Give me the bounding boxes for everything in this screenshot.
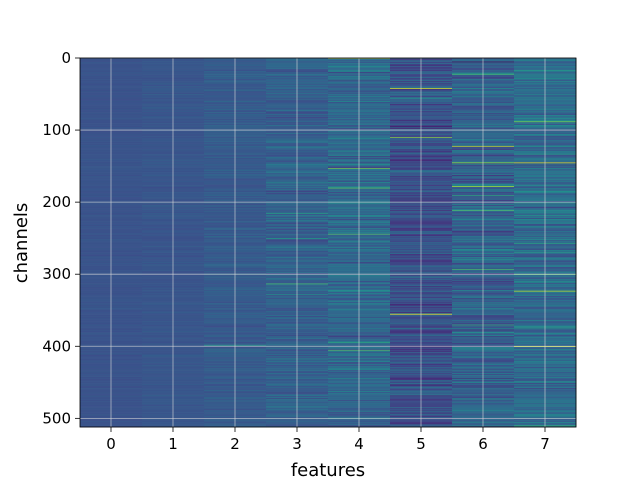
x-axis-label: features — [291, 460, 365, 480]
x-tick-label: 3 — [292, 435, 302, 453]
x-tick-label: 7 — [540, 435, 550, 453]
heatmap-cells — [80, 58, 577, 428]
y-tick-label: 500 — [42, 409, 71, 427]
y-tick-label: 200 — [42, 193, 71, 211]
plot-frame — [79, 57, 577, 428]
y-tick-label: 300 — [42, 265, 71, 283]
y-axis-ticks: 0 100 200 300 400 500 — [42, 49, 80, 427]
grid-lines — [80, 57, 576, 427]
y-axis-label: channels — [11, 203, 32, 284]
x-axis-ticks: 0 1 2 3 4 5 6 7 — [106, 427, 550, 453]
x-tick-label: 2 — [230, 435, 240, 453]
x-tick-label: 0 — [106, 435, 116, 453]
y-tick-label: 400 — [42, 337, 71, 355]
x-tick-label: 6 — [478, 435, 488, 453]
x-tick-label: 1 — [168, 435, 178, 453]
x-tick-label: 4 — [354, 435, 364, 453]
y-tick-label: 0 — [61, 49, 71, 67]
x-tick-label: 5 — [416, 435, 426, 453]
y-tick-label: 100 — [42, 121, 71, 139]
